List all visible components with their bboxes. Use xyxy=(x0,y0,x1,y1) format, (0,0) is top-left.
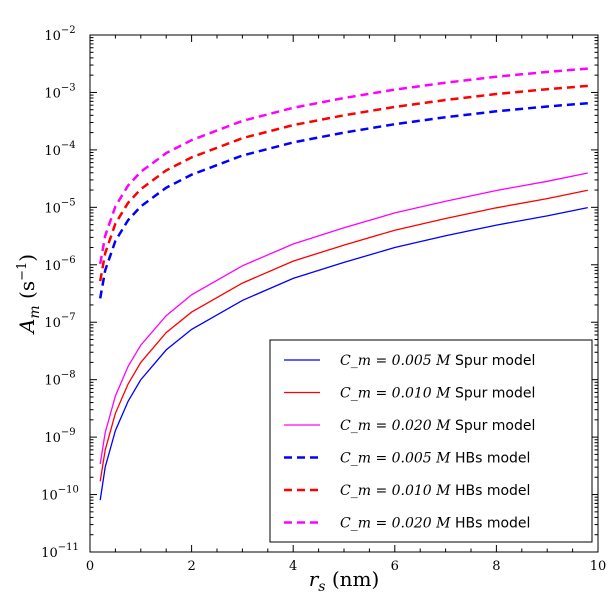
ticks-layer: 0 2 4 6 8 10 10−11 10−10 10−9 10−8 10−7 10−6 10−5 10−… xyxy=(41,25,606,574)
legend-label-2: C_m = 0.010 M Spur model xyxy=(340,386,535,402)
x-tick-label: 8 xyxy=(492,559,500,574)
y-tick-label: 10−2 xyxy=(44,25,75,44)
legend-label-5: C_m = 0.010 M HBs model xyxy=(340,483,530,499)
x-tick-label: 4 xyxy=(289,559,297,574)
legend-label-1: C_m = 0.005 M Spur model xyxy=(340,353,535,369)
y-tick-label: 10−4 xyxy=(44,140,75,159)
y-tick-label: 10−10 xyxy=(41,485,79,504)
x-axis-label: rs (nm) xyxy=(309,567,380,595)
x-tick-label: 2 xyxy=(187,559,195,574)
series-layer xyxy=(98,67,588,501)
y-tick-label: 10−9 xyxy=(44,427,75,446)
y-tick-label: 10−8 xyxy=(44,370,75,389)
y-tick-label: 10−11 xyxy=(41,542,79,561)
series-line-4 xyxy=(98,101,588,299)
y-axis-label: Am (s−1) xyxy=(15,254,43,335)
legend-label-3: C_m = 0.020 M Spur model xyxy=(340,418,535,434)
series-line-6 xyxy=(98,67,588,265)
x-tick-label: 6 xyxy=(391,559,399,574)
y-tick-label: 10−5 xyxy=(44,197,75,216)
axis-labels: rs (nm) Am (s−1) xyxy=(15,254,379,595)
y-tick-label: 10−3 xyxy=(44,82,75,101)
series-line-2 xyxy=(99,189,588,482)
legend-box xyxy=(269,339,593,543)
x-tick-label: 10 xyxy=(590,559,607,574)
series-line-3 xyxy=(99,172,588,465)
y-tick-label: 10−6 xyxy=(44,255,75,274)
legend-label-6: C_m = 0.020 M HBs model xyxy=(340,516,530,532)
series-line-5 xyxy=(98,84,588,282)
x-tick-label: 0 xyxy=(86,559,94,574)
series-line-1 xyxy=(99,206,588,501)
y-tick-label: 10−7 xyxy=(44,312,75,331)
legend: C_m = 0.005 M Spur model C_m = 0.010 M Sp… xyxy=(269,339,593,543)
legend-label-4: C_m = 0.005 M HBs model xyxy=(340,451,530,467)
